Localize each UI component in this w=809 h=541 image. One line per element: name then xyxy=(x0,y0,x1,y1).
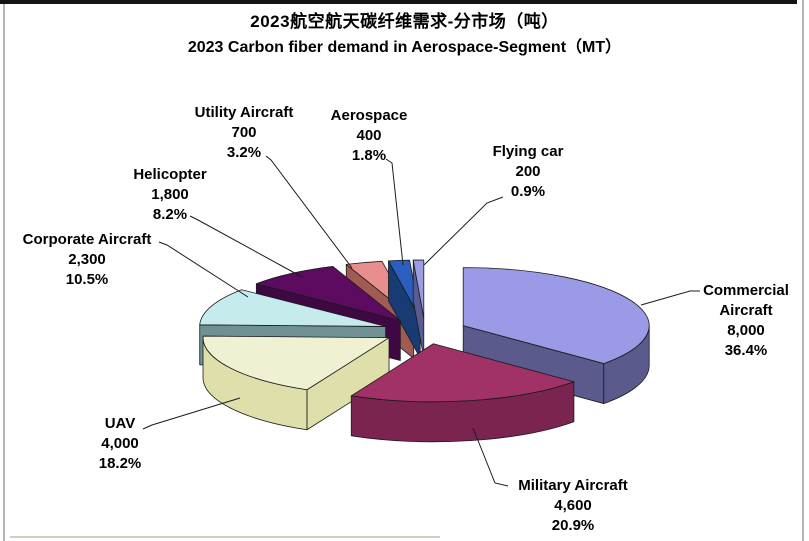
leader-line-corporate-aircraft xyxy=(158,241,249,298)
label-percent: 36.4% xyxy=(724,342,768,359)
label-commercial-aircraft: Commercial Aircraft 8,000 36.4% xyxy=(703,281,789,361)
label-value: 200 xyxy=(515,163,541,180)
label-value: 700 xyxy=(231,124,257,141)
label-percent: 10.5% xyxy=(65,271,109,288)
slice-commercial-aircraft-top xyxy=(462,267,650,364)
label-percent: 20.9% xyxy=(551,517,595,534)
leader-line-helicopter xyxy=(189,215,303,278)
cell-border-bottom xyxy=(10,536,440,538)
label-value: 8,000 xyxy=(727,322,765,339)
label-value: 2,300 xyxy=(68,251,106,268)
label-percent: 18.2% xyxy=(98,455,142,472)
label-name: Flying car xyxy=(492,143,564,160)
cell-border-right xyxy=(802,0,804,541)
label-helicopter: Helicopter 1,800 8.2% xyxy=(133,165,206,225)
leader-line-utility-aircraft xyxy=(265,155,353,269)
leader-line-military-aircraft xyxy=(472,427,509,487)
slice-aerospace-top xyxy=(388,259,421,319)
chart-title-chinese: 2023航空航天碳纤维需求-分市场（吨） xyxy=(250,12,559,31)
label-percent: 3.2% xyxy=(226,144,262,161)
slice-uav[interactable] xyxy=(202,335,390,431)
leader-line-commercial-aircraft xyxy=(640,290,700,306)
slice-aerospace[interactable] xyxy=(388,259,421,359)
label-name: Aerospace xyxy=(330,107,408,124)
label-uav: UAV 4,000 18.2% xyxy=(99,414,142,474)
slice-uav-top xyxy=(202,335,390,391)
label-value: 1,800 xyxy=(151,186,189,203)
label-utility-aircraft: Utility Aircraft 700 3.2% xyxy=(195,103,294,163)
label-aerospace: Aerospace 400 1.8% xyxy=(331,106,408,166)
cell-border-left xyxy=(3,4,5,541)
label-name: Military Aircraft xyxy=(518,477,628,494)
slice-military-aircraft[interactable] xyxy=(350,343,575,443)
label-percent: 1.8% xyxy=(351,147,387,164)
cell-border-top xyxy=(0,0,797,4)
chart-title-english: 2023 Carbon fiber demand in Aerospace-Se… xyxy=(187,39,622,56)
label-flying-car: Flying car 200 0.9% xyxy=(493,142,564,202)
label-name: Corporate Aircraft xyxy=(22,231,152,248)
label-percent: 8.2% xyxy=(152,206,188,223)
leader-line-uav xyxy=(142,397,241,430)
leader-line-aerospace xyxy=(385,158,404,266)
slice-flying-car-top xyxy=(412,259,425,319)
label-value: 400 xyxy=(356,127,382,144)
label-name: Commercial xyxy=(703,282,789,299)
slice-military-aircraft-top xyxy=(350,343,575,403)
label-percent: 0.9% xyxy=(510,183,546,200)
label-value: 4,000 xyxy=(101,435,139,452)
label-corporate-aircraft: Corporate Aircraft 2,300 10.5% xyxy=(23,230,152,290)
label-name: Aircraft xyxy=(719,302,773,319)
leader-line-flying-car xyxy=(423,196,504,266)
label-name: Helicopter xyxy=(133,166,207,183)
label-value: 4,600 xyxy=(554,497,592,514)
slice-flying-car[interactable] xyxy=(412,259,425,359)
label-name: Utility Aircraft xyxy=(194,104,294,121)
label-military-aircraft: Military Aircraft 4,600 20.9% xyxy=(518,476,627,536)
label-name: UAV xyxy=(104,415,136,432)
slice-helicopter-top xyxy=(255,266,401,321)
